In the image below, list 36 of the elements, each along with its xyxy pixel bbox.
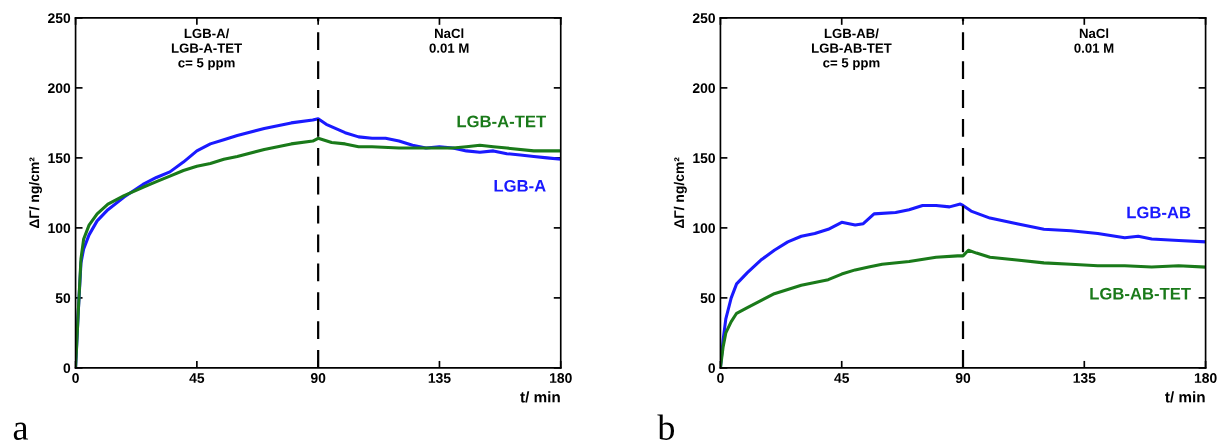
y-tick-label: 50 (55, 293, 71, 304)
series-label: LGB-AB (1127, 206, 1191, 219)
y-tick-label: 0 (63, 363, 71, 374)
y-tick-label: 200 (48, 83, 71, 94)
x-tick-label: 135 (428, 373, 451, 383)
y-tick-label: 200 (692, 83, 715, 94)
x-tick-label: 0 (717, 373, 724, 383)
y-axis-title: ΔΓ/ ng/cm² (28, 157, 42, 229)
x-axis-title: t/ min (1165, 391, 1205, 403)
series-label: LGB-A (494, 179, 546, 192)
series-label: LGB-A-TET (457, 115, 547, 128)
y-tick-label: 100 (693, 223, 715, 234)
x-tick-label: 90 (955, 373, 971, 383)
y-tick-label: 150 (693, 153, 715, 164)
annotation: LGB-A/ LGB-A-TET c= 5 ppm (171, 28, 242, 71)
x-tick-label: 0 (72, 373, 79, 383)
x-tick-label: 180 (550, 373, 572, 383)
x-axis-title: t/ min (520, 391, 560, 403)
text: b (657, 414, 675, 440)
text: a (13, 422, 29, 440)
y-tick-label: 250 (692, 13, 715, 24)
annotation: LGB-AB/ LGB-AB-TET c= 5 ppm (812, 28, 892, 71)
y-tick-label: 250 (48, 13, 71, 24)
y-tick-label: 0 (708, 363, 715, 374)
series-label: LGB-AB-TET (1090, 287, 1191, 300)
x-tick-label: 45 (834, 373, 850, 383)
x-tick-label: 180 (1194, 373, 1217, 383)
y-axis-title: ΔΓ/ ng/cm² (673, 157, 687, 229)
annotation: NaCl 0.01 M (429, 28, 469, 53)
x-tick-label: 45 (189, 373, 205, 383)
y-tick-label: 50 (700, 293, 715, 304)
annotation: NaCl 0.01 M (1074, 28, 1114, 53)
y-tick-label: 150 (48, 153, 71, 164)
x-tick-label: 90 (310, 373, 326, 383)
x-tick-label: 135 (1073, 373, 1096, 383)
y-tick-label: 100 (48, 223, 71, 234)
